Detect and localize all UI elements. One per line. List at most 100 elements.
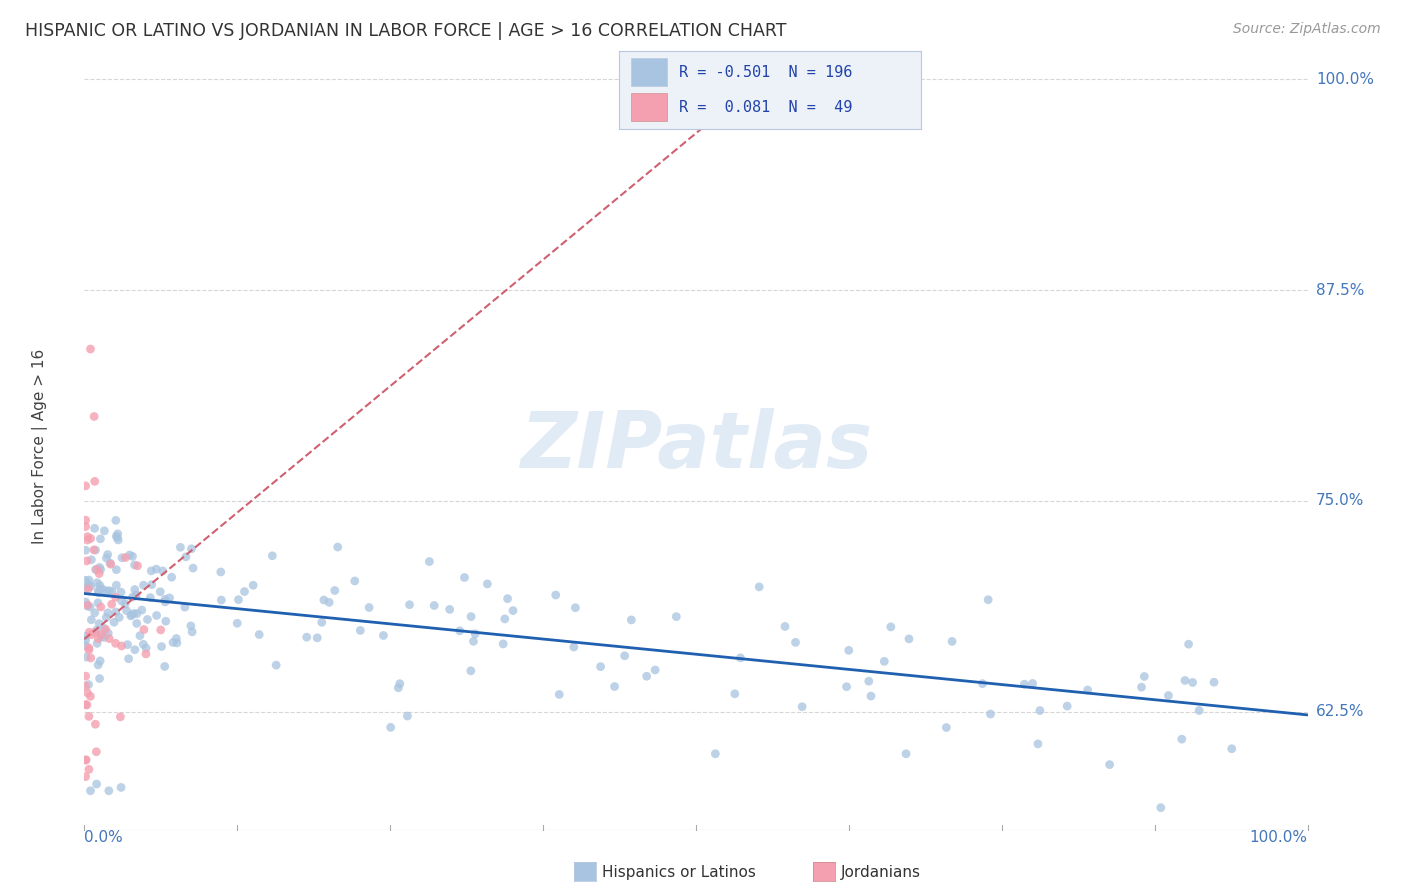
Point — [110, 639, 132, 653]
Point — [464, 627, 486, 641]
Point — [439, 602, 461, 616]
Point — [174, 549, 197, 564]
Point — [880, 620, 903, 634]
Point — [86, 745, 108, 759]
Text: Hispanics or Latinos: Hispanics or Latinos — [602, 865, 755, 880]
Point — [114, 597, 136, 611]
Point — [730, 651, 752, 665]
Point — [139, 591, 162, 605]
Point — [132, 623, 155, 637]
Point — [496, 591, 519, 606]
Point — [125, 588, 148, 602]
Point — [91, 582, 114, 597]
Point — [105, 529, 128, 543]
Point — [105, 563, 128, 577]
Point — [564, 600, 586, 615]
Point — [169, 541, 191, 555]
Point — [115, 604, 138, 618]
Point — [150, 640, 173, 654]
Point — [76, 686, 98, 700]
Point — [89, 616, 111, 631]
Point — [135, 641, 157, 656]
Point — [98, 556, 121, 570]
Point — [935, 721, 957, 735]
Point — [75, 633, 97, 648]
Point — [84, 563, 107, 577]
Point — [136, 612, 159, 626]
Point — [894, 747, 917, 761]
Point — [295, 630, 318, 644]
Point — [75, 629, 97, 643]
Point — [89, 560, 111, 574]
Point — [613, 648, 636, 663]
Point — [145, 562, 167, 576]
Point — [75, 669, 97, 683]
Point — [562, 640, 585, 654]
Point — [121, 549, 143, 564]
Point — [120, 608, 142, 623]
Point — [1026, 737, 1049, 751]
Point — [1181, 675, 1204, 690]
Point — [89, 532, 111, 546]
Point — [181, 624, 204, 639]
Point — [105, 530, 128, 544]
Point — [79, 342, 101, 356]
Point — [979, 707, 1001, 722]
Point — [87, 632, 110, 646]
Point — [835, 680, 858, 694]
Point — [165, 632, 187, 646]
Point — [209, 593, 232, 607]
Point — [181, 561, 204, 575]
Point — [117, 638, 139, 652]
Point — [110, 594, 132, 608]
Text: ZIPatlas: ZIPatlas — [520, 408, 872, 484]
Point — [180, 619, 202, 633]
Point — [76, 530, 98, 544]
Point — [141, 577, 163, 591]
Point — [107, 526, 129, 541]
Point — [83, 409, 105, 424]
Point — [131, 603, 153, 617]
Point — [620, 613, 643, 627]
Point — [1202, 675, 1225, 690]
Point — [1056, 699, 1078, 714]
Text: 100.0%: 100.0% — [1250, 830, 1308, 845]
Point — [76, 599, 98, 613]
Point — [90, 630, 112, 644]
Point — [114, 550, 136, 565]
Point — [98, 632, 121, 646]
Point — [326, 540, 349, 554]
Point — [79, 599, 101, 614]
Point — [1077, 683, 1099, 698]
Point — [898, 632, 921, 646]
Point — [548, 688, 571, 702]
Point — [89, 672, 111, 686]
Point — [76, 533, 98, 547]
Point — [90, 599, 112, 614]
Point — [173, 600, 195, 615]
Point — [96, 551, 118, 566]
Text: 0.0%: 0.0% — [84, 830, 124, 845]
Point — [122, 607, 145, 621]
Point — [1014, 677, 1036, 691]
Point — [108, 610, 131, 624]
Point — [105, 578, 128, 592]
Point — [93, 524, 115, 538]
Point — [97, 626, 120, 640]
Point — [96, 584, 118, 599]
Point — [76, 598, 98, 612]
Point — [87, 585, 110, 599]
Point — [75, 650, 97, 665]
Point — [83, 542, 105, 557]
Point — [166, 636, 188, 650]
Point — [84, 543, 107, 558]
Point — [1220, 741, 1243, 756]
Point — [1188, 704, 1211, 718]
Point — [724, 687, 747, 701]
Point — [75, 581, 97, 595]
Point — [941, 634, 963, 648]
Point — [77, 640, 100, 655]
Point — [209, 565, 232, 579]
Point — [75, 595, 97, 609]
Point — [492, 637, 515, 651]
